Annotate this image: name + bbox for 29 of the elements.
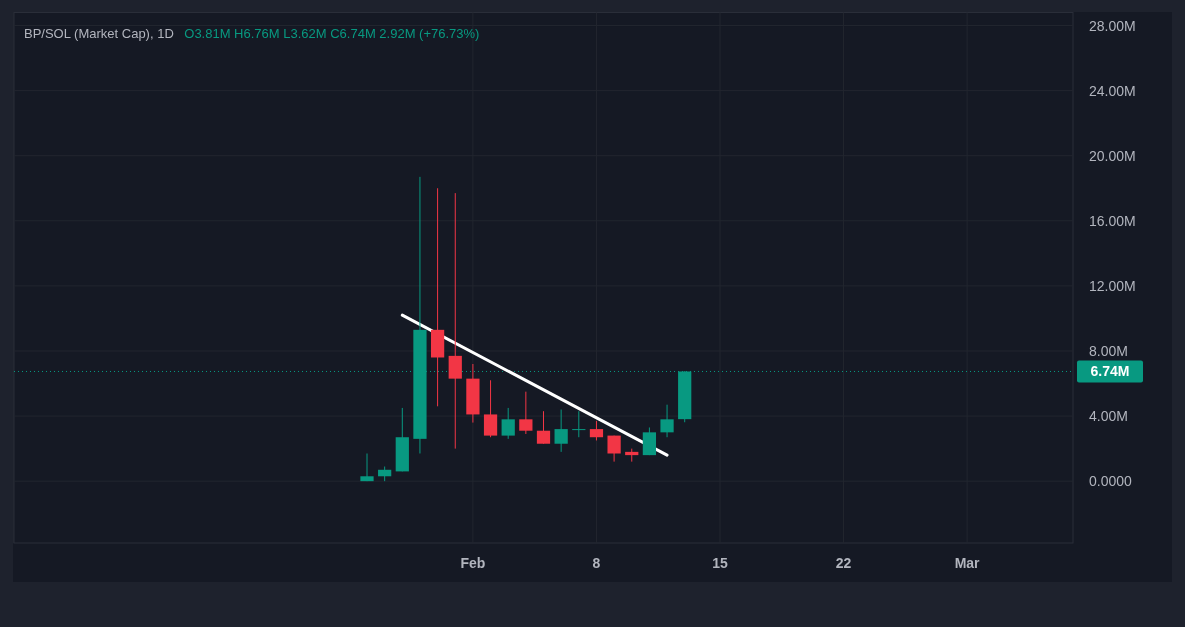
x-tick-label: 22 bbox=[835, 555, 852, 571]
y-tick-label: 16.00M bbox=[1089, 212, 1136, 229]
y-tick-label: 20.00M bbox=[1089, 147, 1136, 164]
candlestick bbox=[607, 435, 621, 463]
candlestick bbox=[483, 379, 498, 438]
candlestick bbox=[660, 404, 674, 438]
candlestick bbox=[501, 407, 515, 440]
y-tick-label: 12.00M bbox=[1089, 277, 1136, 294]
candlestick bbox=[572, 410, 586, 438]
x-tick-label: Feb bbox=[460, 555, 486, 571]
text: BP/SOL (Market Cap), 1D bbox=[24, 25, 174, 41]
x-tick-label: 15 bbox=[712, 555, 728, 571]
ref-line-label: 6.74M bbox=[1090, 363, 1130, 380]
x-tick-label: 8 bbox=[592, 555, 601, 571]
text: O3.81M H6.76M L3.62M C6.74M 2.92M (+76.73%) bbox=[184, 25, 480, 41]
y-tick-label: 24.00M bbox=[1089, 82, 1136, 99]
candlestick bbox=[642, 426, 657, 456]
candlestick bbox=[430, 187, 445, 407]
candlestick bbox=[536, 410, 551, 445]
y-tick-label: 0.0000 bbox=[1089, 473, 1133, 490]
candlestick bbox=[360, 453, 374, 482]
y-tick-label: 8.00M bbox=[1089, 342, 1128, 359]
y-tick-label: 28.00M bbox=[1089, 17, 1136, 34]
candlestick bbox=[554, 409, 568, 453]
y-tick-label: 4.00M bbox=[1089, 408, 1128, 425]
candlestick bbox=[589, 420, 604, 441]
x-tick-label: Mar bbox=[954, 555, 981, 571]
candlestick bbox=[519, 391, 533, 435]
candlestick bbox=[448, 192, 462, 450]
